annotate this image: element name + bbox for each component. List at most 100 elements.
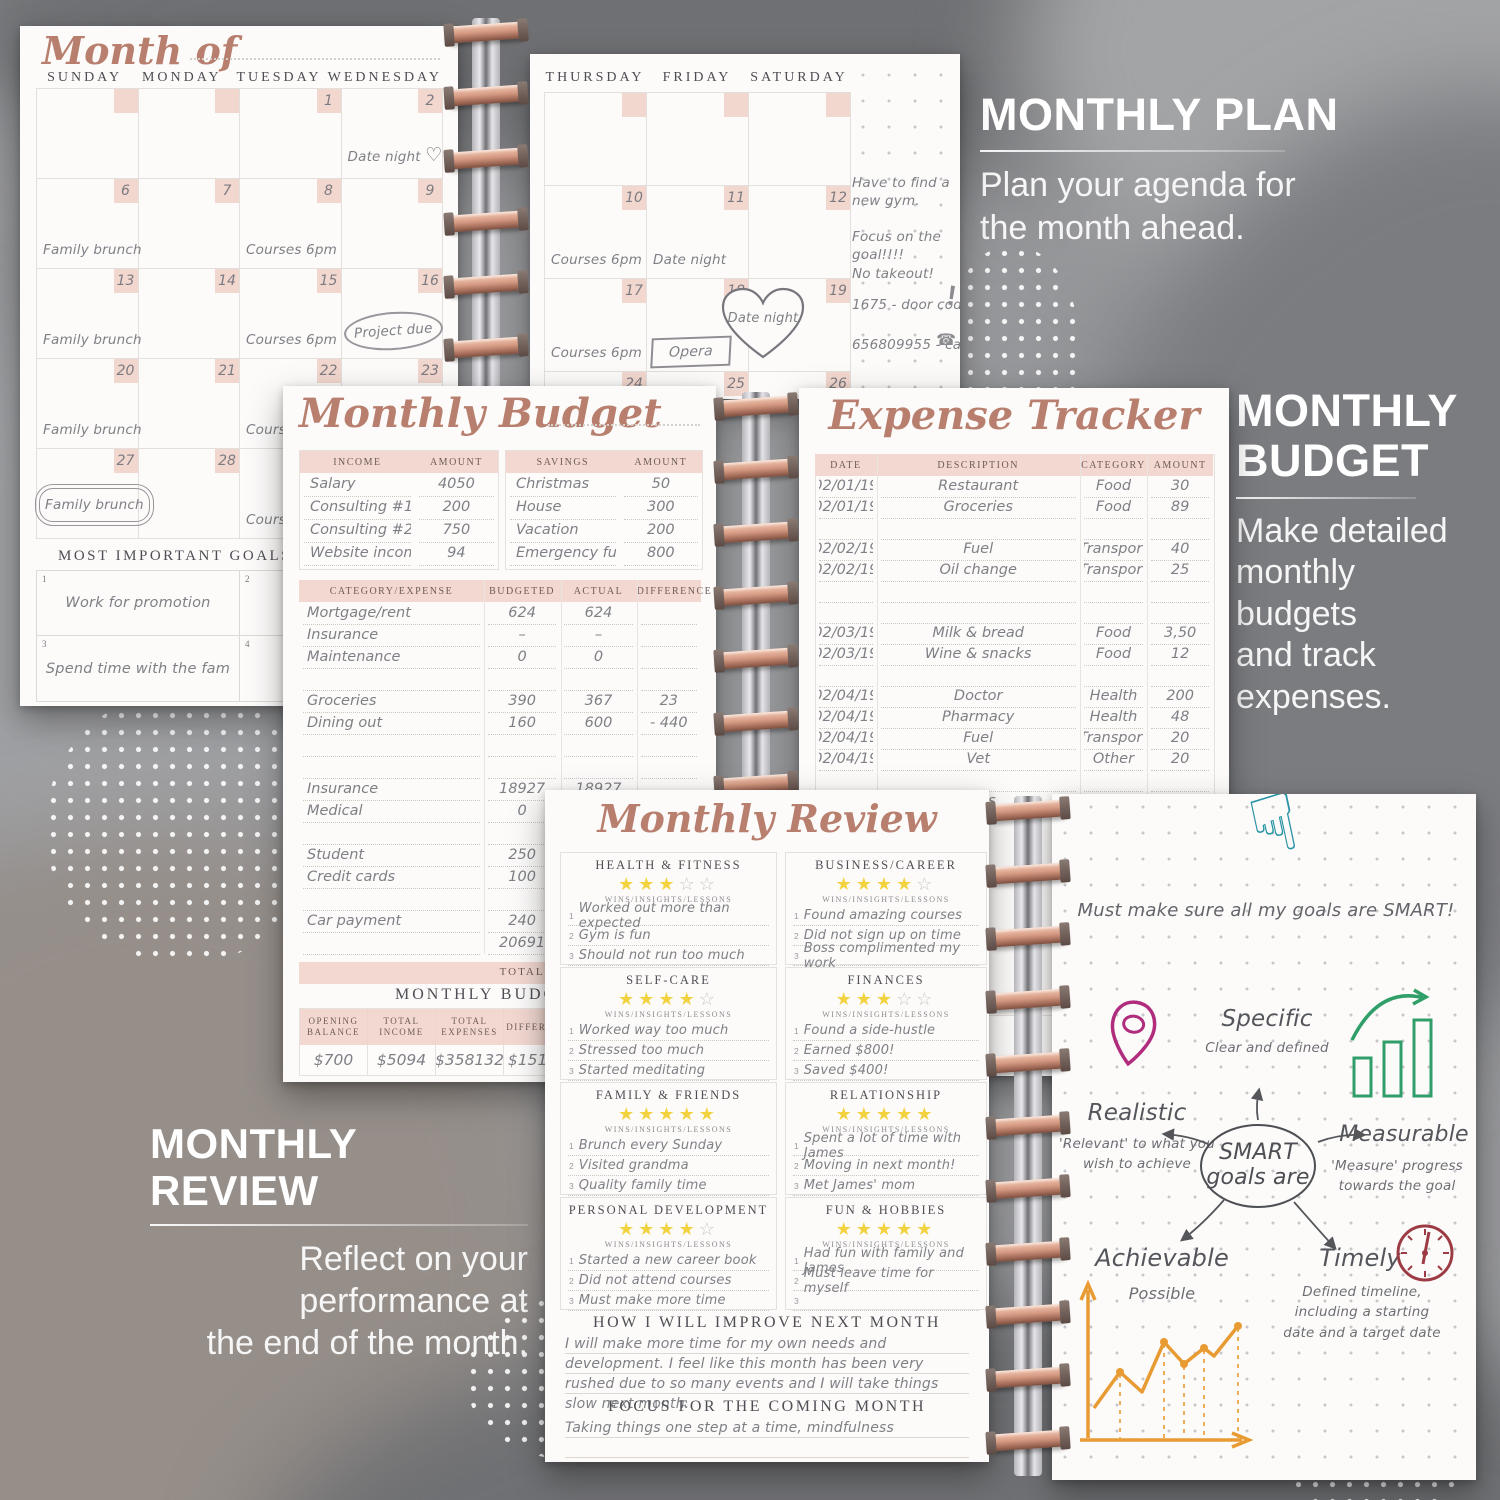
- table-cell: Insurance: [303, 624, 480, 647]
- table-cell: Fuel: [880, 539, 1076, 561]
- column-header: BUDGETED: [489, 585, 556, 597]
- table-cell: [564, 668, 633, 691]
- table-row: 02/04/19 Vet Other 20: [815, 749, 1213, 771]
- pointing-hand-icon: ☟: [1240, 794, 1308, 876]
- smart-achievable-title: Achievable: [1095, 1244, 1229, 1272]
- table-cell: [303, 668, 480, 691]
- table-cell: Christmas: [510, 473, 616, 497]
- star-filled-icon: ★: [896, 1104, 917, 1124]
- star-rating: ★★★★☆: [561, 988, 776, 1010]
- column-header: TOTAL INCOME: [368, 1009, 436, 1045]
- table-divider: [1147, 454, 1148, 1014]
- table-cell: Insurance: [303, 778, 480, 801]
- table-cell: House: [510, 496, 616, 520]
- review-item: 1 Found amazing courses: [793, 906, 979, 926]
- table-divider: [561, 580, 562, 954]
- table-cell: Health: [1083, 686, 1144, 708]
- table-cell: [303, 888, 480, 911]
- calendar-entry: Courses 6pm: [246, 332, 337, 348]
- column-header: AMOUNT: [429, 456, 483, 468]
- column-header: OPENING BALANCE: [300, 1009, 368, 1045]
- calendar-entry: Courses 6pm: [551, 252, 642, 268]
- item-text: Did not sign up on time: [803, 928, 962, 943]
- review-item: 2 Did not attend courses: [568, 1271, 769, 1291]
- caption-line: Plan your agenda for: [980, 166, 1296, 205]
- date-badge: 16: [418, 269, 442, 293]
- table-cell: [1151, 770, 1209, 792]
- caption-subtitle: Make detailed monthly budgets and track …: [1236, 511, 1494, 718]
- calendar-day-cell: 13 Family brunch: [37, 269, 142, 359]
- date-badge: 15: [316, 269, 341, 293]
- table-cell: [640, 646, 697, 669]
- date-badge: 21: [215, 359, 239, 383]
- weekday-label: TUESDAY: [236, 70, 322, 85]
- review-item: 3 Boss complimented my work: [793, 941, 979, 971]
- table-cell: [1151, 581, 1209, 603]
- table-cell: Food: [1083, 644, 1144, 666]
- star-filled-icon: ★: [855, 989, 876, 1009]
- column-header: TOTAL EXPENSES: [436, 1009, 504, 1045]
- calendar-entry-circled: Project due: [342, 308, 444, 354]
- review-section-health: HEALTH & FITNESS ★★★☆☆ WINS/INSIGHTS/LES…: [560, 852, 777, 966]
- calendar-day-cell: 28: [138, 449, 240, 539]
- calendar-entry: Courses 6pm: [551, 345, 642, 361]
- caption-line: Make detailed: [1236, 511, 1448, 550]
- caption-line: the end of the month.: [206, 1324, 528, 1363]
- wins-label: WINS/INSIGHTS/LESSONS: [604, 1125, 733, 1134]
- spiral-coil: [987, 799, 1069, 822]
- spiral-coil: [987, 1114, 1069, 1137]
- review-item: 1 Spent a lot of time with James: [793, 1131, 979, 1161]
- column-header: INCOME: [333, 456, 382, 468]
- caption-line: and track: [1236, 636, 1376, 675]
- caption-title: MONTHLY REVIEW: [150, 1120, 357, 1215]
- caption-line: Reflect on your: [299, 1240, 528, 1279]
- caption-underline: [980, 150, 1285, 153]
- table-row: Maintenance 0 0: [299, 646, 701, 669]
- table-cell: Other: [1083, 749, 1144, 771]
- item-number: 2: [794, 1045, 799, 1056]
- star-filled-icon: ★: [658, 989, 679, 1009]
- item-number: 2: [794, 1275, 799, 1286]
- table-row: [815, 770, 1213, 792]
- review-item: 1 Worked out more than expected: [568, 901, 769, 931]
- section-title: RELATIONSHIP: [829, 1088, 943, 1102]
- table-cell: [880, 770, 1076, 792]
- table-cell: 160: [487, 712, 557, 735]
- date-badge: [724, 93, 748, 117]
- date-badge: 13: [113, 269, 138, 293]
- table-cell: [819, 770, 873, 792]
- review-item: 2 Visited grandma: [568, 1156, 769, 1176]
- monthly-review-page: Monthly Review HEALTH & FITNESS ★★★☆☆ WI…: [545, 790, 989, 1462]
- item-text: Saved $400!: [803, 1063, 889, 1078]
- calendar-grid: 10 Courses 6pm 11 Date night 12 17 Courses …: [544, 92, 851, 399]
- caption-subtitle: Reflect on your performance at the end o…: [150, 1238, 528, 1364]
- item-text: Worked out more than expected: [578, 900, 730, 931]
- table-cell: 367: [564, 690, 633, 713]
- table-cell: 02/02/19: [819, 560, 873, 582]
- table-cell: [1083, 665, 1144, 687]
- star-filled-icon: ★: [618, 1219, 639, 1239]
- spiral-coil: [715, 458, 797, 481]
- heart-doodle: Date night: [715, 285, 811, 363]
- item-text: Did not attend courses: [578, 1273, 732, 1288]
- table-cell: 750: [418, 519, 494, 543]
- calendar-day-cell: [647, 93, 749, 186]
- table-cell: 89: [1151, 497, 1209, 519]
- calendar-day-cell: 14: [138, 269, 240, 359]
- item-text: Met James' mom: [803, 1178, 916, 1193]
- smart-realistic-sub: 'Relevant' to what you wish to achieve: [1058, 1136, 1216, 1173]
- column-header: SAVINGS: [536, 456, 590, 468]
- table-cell: [819, 581, 873, 603]
- table-cell: Groceries: [880, 497, 1076, 519]
- star-rating: ★★★★★: [786, 1218, 986, 1240]
- item-text: Boss complimented my work: [803, 940, 961, 971]
- column-header: CATEGORY/EXPENSE: [329, 585, 454, 597]
- column-header: AMOUNT: [1153, 459, 1207, 471]
- spiral-coil: [715, 521, 797, 544]
- weekday-label: SATURDAY: [750, 70, 848, 85]
- star-filled-icon: ★: [638, 1219, 659, 1239]
- total-label: TOTAL: [499, 966, 545, 978]
- table-row: Vacation 200: [506, 519, 702, 543]
- column-header: DESCRIPTION: [937, 459, 1019, 471]
- calendar-day-cell: 15 Courses 6pm: [240, 269, 342, 359]
